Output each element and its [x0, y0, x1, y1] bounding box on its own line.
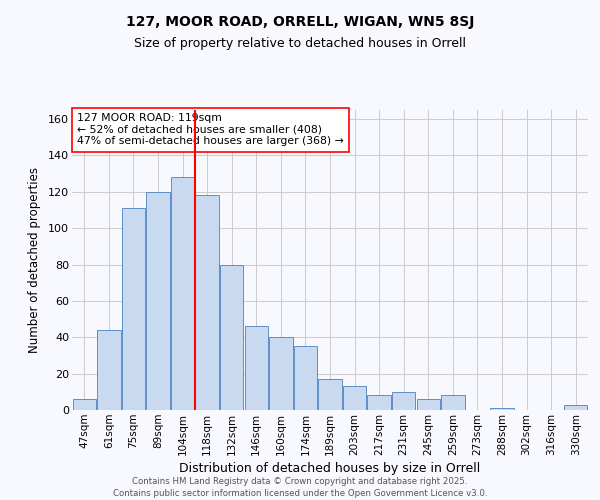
Bar — [490, 408, 514, 410]
Bar — [122, 208, 145, 410]
Text: 127, MOOR ROAD, ORRELL, WIGAN, WN5 8SJ: 127, MOOR ROAD, ORRELL, WIGAN, WN5 8SJ — [126, 15, 474, 29]
Bar — [269, 338, 293, 410]
Bar — [220, 264, 244, 410]
Text: Contains HM Land Registry data © Crown copyright and database right 2025.
Contai: Contains HM Land Registry data © Crown c… — [113, 476, 487, 498]
Bar — [146, 192, 170, 410]
Text: 127 MOOR ROAD: 119sqm
← 52% of detached houses are smaller (408)
47% of semi-det: 127 MOOR ROAD: 119sqm ← 52% of detached … — [77, 113, 344, 146]
Bar — [416, 399, 440, 410]
Bar — [97, 330, 121, 410]
Y-axis label: Number of detached properties: Number of detached properties — [28, 167, 41, 353]
Bar — [245, 326, 268, 410]
Bar — [294, 346, 317, 410]
Bar — [367, 396, 391, 410]
Bar — [343, 386, 366, 410]
Text: Size of property relative to detached houses in Orrell: Size of property relative to detached ho… — [134, 38, 466, 51]
Bar — [73, 399, 96, 410]
X-axis label: Distribution of detached houses by size in Orrell: Distribution of detached houses by size … — [179, 462, 481, 475]
Bar — [196, 196, 219, 410]
Bar — [319, 379, 341, 410]
Bar — [392, 392, 415, 410]
Bar — [564, 404, 587, 410]
Bar — [441, 396, 464, 410]
Bar — [171, 178, 194, 410]
